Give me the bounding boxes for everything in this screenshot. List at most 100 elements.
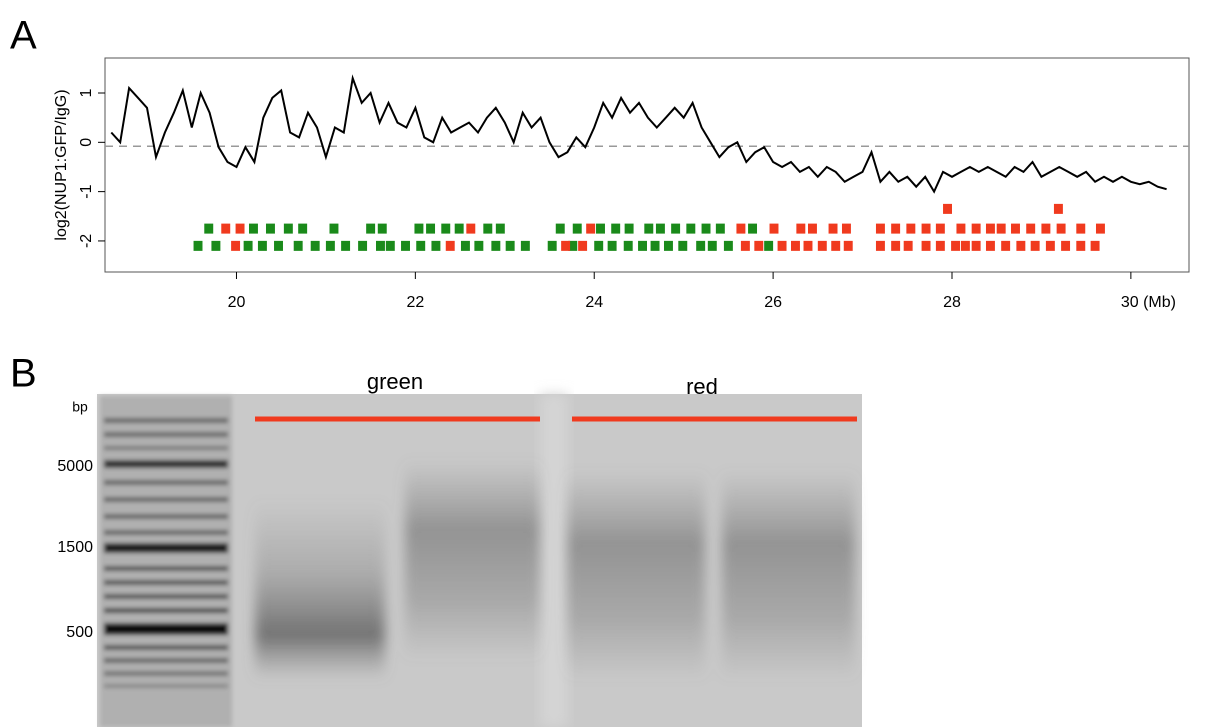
region-block (770, 224, 779, 234)
region-block (441, 224, 450, 234)
region-block (678, 241, 687, 251)
figure: A log2(NUP1:GFP/IgG) -2-101202224262830 … (0, 0, 1219, 727)
region-block (1096, 224, 1105, 234)
region-block (638, 241, 647, 251)
region-block (294, 241, 303, 251)
region-block (446, 241, 455, 251)
region-block (906, 224, 915, 234)
x-tick-label: 26 (764, 294, 782, 311)
region-block (341, 241, 350, 251)
region-block (943, 204, 952, 214)
region-block (358, 241, 367, 251)
region-block (231, 241, 240, 251)
region-block (1026, 224, 1035, 234)
region-block (876, 241, 885, 251)
region-block (922, 241, 931, 251)
data-line (111, 78, 1166, 191)
region-block (997, 224, 1006, 234)
region-block (1041, 224, 1050, 234)
unit-label: bp (72, 399, 88, 415)
region-block (936, 241, 945, 251)
region-block (1016, 241, 1025, 251)
region-block (891, 224, 900, 234)
region-block (1091, 241, 1100, 251)
region-block (474, 241, 483, 251)
region-block (386, 241, 395, 251)
region-block (716, 224, 725, 234)
region-block (573, 224, 582, 234)
region-block (483, 224, 492, 234)
region-block (1061, 241, 1070, 251)
region-block (266, 224, 275, 234)
group-label: red (686, 374, 718, 399)
region-block (708, 241, 717, 251)
region-block (586, 224, 595, 234)
region-block (1011, 224, 1020, 234)
plot-frame (105, 58, 1189, 272)
region-block (1076, 241, 1085, 251)
gel-gap (540, 394, 568, 727)
region-block (748, 224, 757, 234)
region-block (891, 241, 900, 251)
region-block (461, 241, 470, 251)
region-block (491, 241, 500, 251)
region-block (644, 224, 653, 234)
panel-label: A (10, 14, 37, 58)
region-block (521, 241, 530, 251)
region-block (244, 241, 253, 251)
x-tick-label: 22 (406, 294, 424, 311)
y-tick-label: -1 (78, 184, 95, 198)
region-block (831, 241, 840, 251)
region-block (702, 224, 711, 234)
region-block (594, 241, 603, 251)
region-block (548, 241, 557, 251)
region-block (818, 241, 827, 251)
region-block (844, 241, 853, 251)
region-block (1031, 241, 1040, 251)
region-block (951, 241, 960, 251)
region-block (596, 224, 605, 234)
region-block (401, 241, 410, 251)
panel-label: B (10, 352, 37, 396)
region-block (1001, 241, 1010, 251)
region-block (1057, 224, 1066, 234)
x-tick-label: 28 (943, 294, 961, 311)
region-block (796, 224, 805, 234)
ladder (100, 396, 232, 727)
region-block (431, 241, 440, 251)
region-block (764, 241, 773, 251)
x-tick-label: 24 (585, 294, 603, 311)
region-block (556, 224, 565, 234)
region-block (608, 241, 617, 251)
y-tick-label: 1 (78, 88, 95, 97)
region-block (416, 241, 425, 251)
region-block (329, 224, 338, 234)
region-block (804, 241, 813, 251)
region-block (326, 241, 335, 251)
region-block (366, 224, 375, 234)
region-block (211, 241, 220, 251)
x-tick-label: 20 (228, 294, 246, 311)
region-block (791, 241, 800, 251)
region-block (986, 241, 995, 251)
region-block (1046, 241, 1055, 251)
region-block (736, 224, 745, 234)
y-tick-label: -2 (78, 234, 95, 248)
region-block (466, 224, 475, 234)
region-block (625, 224, 634, 234)
marker-label: 1500 (57, 539, 93, 556)
region-block (876, 224, 885, 234)
region-block (221, 224, 230, 234)
region-block (656, 224, 665, 234)
region-block (236, 224, 245, 234)
region-block (961, 241, 970, 251)
marker-label: 500 (66, 624, 93, 641)
region-block (829, 224, 838, 234)
group-label: green (367, 369, 423, 394)
region-block (274, 241, 283, 251)
region-block (376, 241, 385, 251)
region-block (972, 224, 981, 234)
region-block (378, 224, 387, 234)
region-block (258, 241, 267, 251)
